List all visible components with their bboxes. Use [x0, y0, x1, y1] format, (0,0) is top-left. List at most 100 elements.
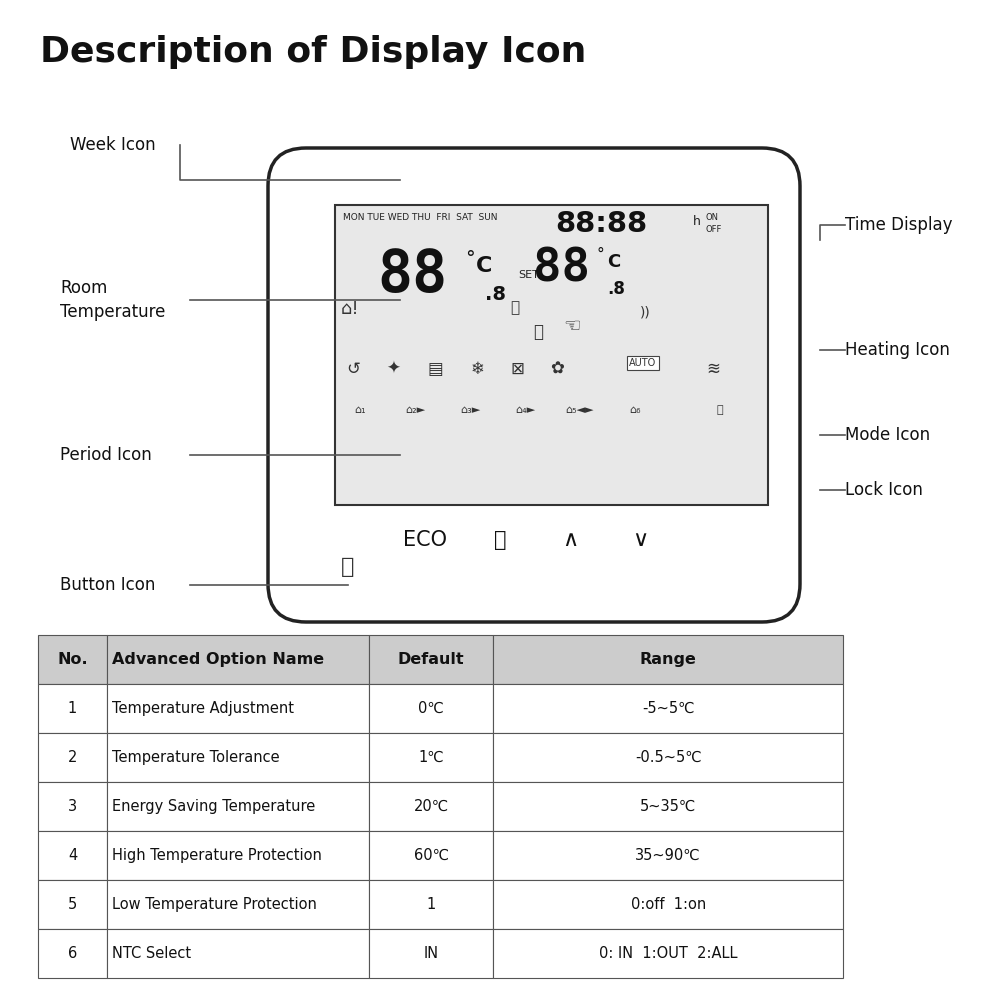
Text: ECO: ECO — [403, 530, 447, 550]
Text: C: C — [607, 253, 620, 271]
Text: ▤: ▤ — [427, 360, 443, 378]
Text: ⌂!: ⌂! — [341, 300, 360, 318]
Bar — [107, 831, 369, 880]
Text: 88:88: 88:88 — [555, 210, 647, 238]
Text: Time Display: Time Display — [845, 216, 952, 234]
Bar — [369, 733, 493, 782]
Bar — [493, 880, 843, 929]
Text: No.: No. — [57, 652, 88, 667]
Bar — [38, 782, 107, 831]
Text: ⌂₆: ⌂₆ — [629, 405, 641, 415]
Bar — [493, 733, 843, 782]
FancyBboxPatch shape — [268, 148, 800, 622]
Text: ⌂₁: ⌂₁ — [354, 405, 366, 415]
Text: 2: 2 — [68, 750, 77, 765]
Bar — [493, 831, 843, 880]
Text: Week Icon: Week Icon — [70, 136, 156, 154]
Bar — [369, 880, 493, 929]
Text: Low Temperature Protection: Low Temperature Protection — [112, 897, 317, 912]
Text: )): )) — [640, 305, 651, 319]
Text: ✦: ✦ — [386, 360, 400, 378]
Text: Range: Range — [640, 652, 697, 667]
Text: 5~35℃: 5~35℃ — [640, 799, 696, 814]
Bar — [38, 684, 107, 733]
Text: Period Icon: Period Icon — [60, 446, 152, 464]
Bar — [107, 929, 369, 978]
Text: ∨: ∨ — [632, 530, 648, 550]
Text: 88: 88 — [377, 247, 447, 304]
Text: 60℃: 60℃ — [414, 848, 449, 863]
Text: 1: 1 — [427, 897, 436, 912]
Text: MON TUE WED THU  FRI  SAT  SUN: MON TUE WED THU FRI SAT SUN — [343, 213, 498, 222]
Text: ⏻: ⏻ — [341, 557, 355, 577]
Text: 0: IN  1:OUT  2:ALL: 0: IN 1:OUT 2:ALL — [599, 946, 737, 961]
Text: 0:off  1:on: 0:off 1:on — [631, 897, 706, 912]
Bar — [335, 205, 768, 505]
Text: 88: 88 — [533, 247, 590, 292]
Text: 4: 4 — [68, 848, 77, 863]
Bar — [107, 635, 369, 684]
Text: Default: Default — [398, 652, 465, 667]
Text: 3: 3 — [68, 799, 77, 814]
Text: Room
Temperature: Room Temperature — [60, 279, 165, 321]
Text: h: h — [693, 215, 701, 228]
Text: 1℃: 1℃ — [418, 750, 444, 765]
Bar — [493, 684, 843, 733]
Text: .8: .8 — [607, 280, 625, 298]
Text: 0℃: 0℃ — [418, 701, 444, 716]
Text: ON: ON — [705, 213, 718, 222]
Text: ⌂₃►: ⌂₃► — [460, 405, 480, 415]
Text: Description of Display Icon: Description of Display Icon — [40, 35, 586, 69]
Text: °: ° — [597, 247, 605, 262]
Text: Heating Icon: Heating Icon — [845, 341, 950, 359]
Text: 🔥: 🔥 — [510, 300, 519, 315]
Text: 5: 5 — [68, 897, 77, 912]
Bar — [493, 635, 843, 684]
Text: ⌂₅◄►: ⌂₅◄► — [566, 405, 594, 415]
Bar — [107, 880, 369, 929]
Bar — [369, 929, 493, 978]
Text: ≋: ≋ — [706, 360, 720, 378]
Bar — [493, 782, 843, 831]
Bar — [38, 733, 107, 782]
Text: ❄: ❄ — [470, 360, 484, 378]
Bar — [38, 635, 107, 684]
Text: ⌂₄►: ⌂₄► — [515, 405, 535, 415]
Bar — [369, 831, 493, 880]
Bar — [38, 831, 107, 880]
Text: -5~5℃: -5~5℃ — [642, 701, 694, 716]
Bar — [369, 782, 493, 831]
Text: 1: 1 — [68, 701, 77, 716]
Bar — [107, 733, 369, 782]
Text: Energy Saving Temperature: Energy Saving Temperature — [112, 799, 315, 814]
Text: 35~90℃: 35~90℃ — [635, 848, 701, 863]
Text: IN: IN — [424, 946, 439, 961]
Text: 20℃: 20℃ — [414, 799, 449, 814]
Bar — [38, 880, 107, 929]
Text: Lock Icon: Lock Icon — [845, 481, 923, 499]
Bar — [369, 684, 493, 733]
Text: NTC Select: NTC Select — [112, 946, 191, 961]
Text: ⊠: ⊠ — [510, 360, 524, 378]
Text: Temperature Adjustment: Temperature Adjustment — [112, 701, 294, 716]
Text: ⌂₂►: ⌂₂► — [405, 405, 425, 415]
Text: ↺: ↺ — [346, 360, 360, 378]
Text: High Temperature Protection: High Temperature Protection — [112, 848, 322, 863]
Text: Advanced Option Name: Advanced Option Name — [112, 652, 324, 667]
Text: .8: .8 — [485, 285, 506, 304]
Text: SET: SET — [518, 270, 539, 280]
Bar — [493, 929, 843, 978]
Text: -0.5~5℃: -0.5~5℃ — [635, 750, 702, 765]
Text: 6: 6 — [68, 946, 77, 961]
Text: Temperature Tolerance: Temperature Tolerance — [112, 750, 280, 765]
Bar — [107, 684, 369, 733]
Text: 🔒: 🔒 — [717, 405, 723, 415]
Text: ∧: ∧ — [562, 530, 578, 550]
Text: Button Icon: Button Icon — [60, 576, 155, 594]
Text: OFF: OFF — [705, 225, 721, 234]
Text: C: C — [476, 256, 492, 276]
Text: Mode Icon: Mode Icon — [845, 426, 930, 444]
Text: 🕐: 🕐 — [533, 323, 543, 341]
Text: ☜: ☜ — [563, 317, 580, 336]
Bar — [369, 635, 493, 684]
